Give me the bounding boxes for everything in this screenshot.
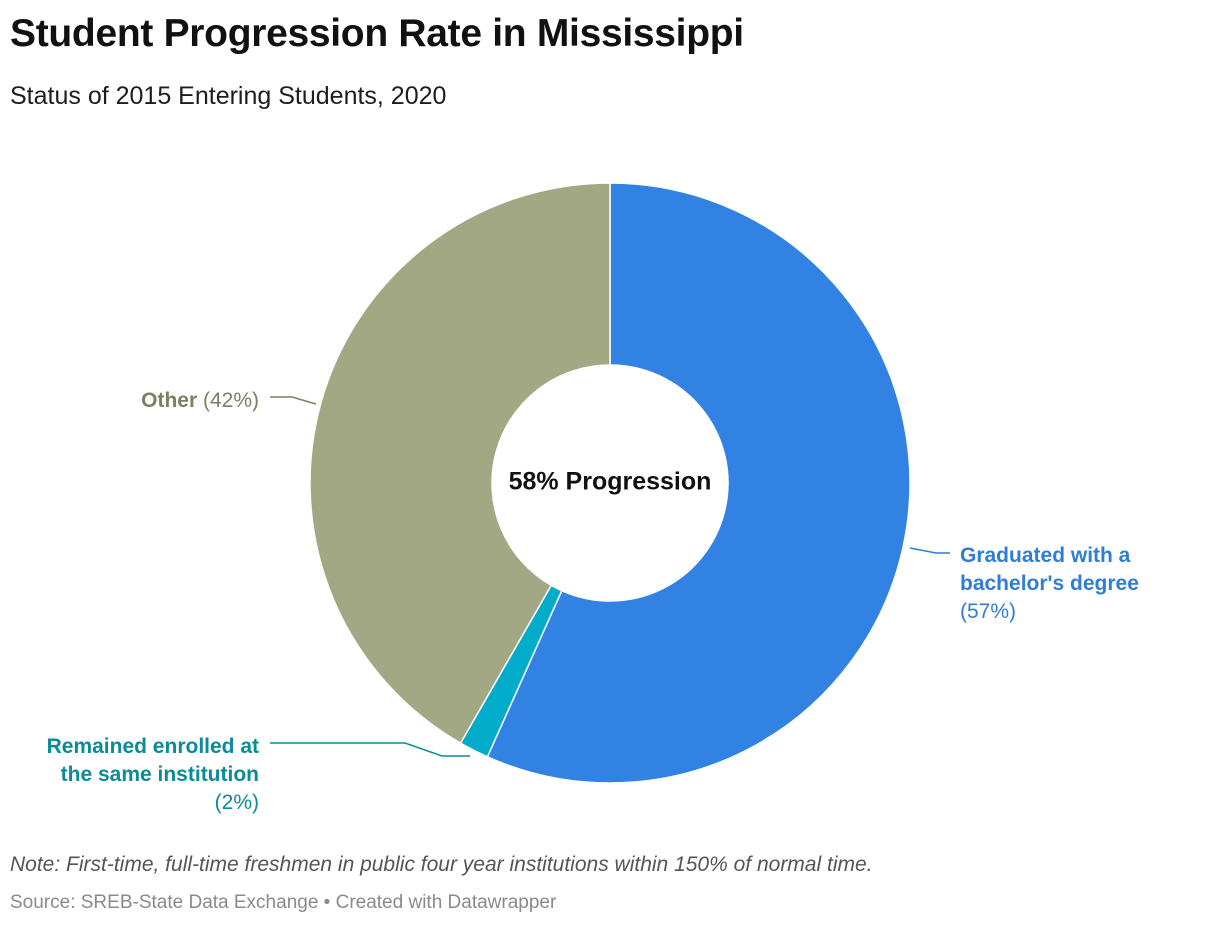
leader-line-remained-enrolled [270,742,470,757]
slice-label-percent: (2%) [215,791,259,814]
leader-line-graduated [909,547,950,554]
slice-label-percent: (57%) [960,600,1016,623]
slice-label-name: Remained enrolled at [47,735,259,758]
slice-graduated [486,182,911,784]
slice-label-remained-enrolled: Remained enrolled at the same institution… [47,735,259,814]
leader-line-other [270,396,317,405]
slice-label-graduated: Graduated with a bachelor's degree (57%) [960,544,1139,623]
chart-subtitle: Status of 2015 Entering Students, 2020 [10,82,447,110]
slice-label-name: the same institution [61,763,259,786]
center-label: 58% Progression [509,468,712,496]
donut-slices [309,182,911,784]
slice-labels: Graduated with a bachelor's degree (57%) Re… [47,389,1139,814]
chart-note: Note: First-time, full-time freshmen in … [10,853,873,876]
leader-lines [270,396,950,757]
slice-label-name: bachelor's degree [960,572,1139,595]
chart-source: Source: SREB-State Data Exchange • Creat… [10,892,557,913]
slice-label-percent: (42%) [197,389,259,412]
slice-other [309,182,611,745]
slice-label-name: Graduated with a [960,544,1131,567]
chart-title: Student Progression Rate in Mississippi [10,12,744,55]
slice-label-name: Other [141,389,197,412]
slice-label-other: Other (42%) [141,389,259,412]
